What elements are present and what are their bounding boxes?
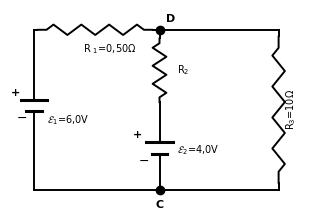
- Text: C: C: [155, 200, 164, 210]
- Text: +: +: [133, 130, 142, 140]
- Text: D: D: [166, 14, 175, 24]
- Text: +: +: [11, 88, 20, 98]
- Text: −: −: [138, 155, 149, 168]
- Text: R$_{3}$=10Ω: R$_{3}$=10Ω: [284, 89, 298, 130]
- Text: $\mathcal{E}_2$=4,0V: $\mathcal{E}_2$=4,0V: [177, 143, 219, 157]
- Text: R $_{1}$=0,50Ω: R $_{1}$=0,50Ω: [83, 42, 136, 56]
- Text: R$_{2}$: R$_{2}$: [177, 63, 189, 77]
- Text: $\mathcal{E}_1$=6,0V: $\mathcal{E}_1$=6,0V: [47, 113, 89, 127]
- Text: −: −: [16, 112, 27, 125]
